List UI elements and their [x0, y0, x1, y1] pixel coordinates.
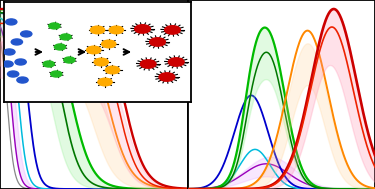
Circle shape: [8, 71, 19, 77]
Circle shape: [11, 39, 22, 45]
Circle shape: [109, 26, 123, 34]
Circle shape: [90, 26, 105, 34]
Circle shape: [2, 61, 13, 67]
Circle shape: [165, 26, 180, 34]
Circle shape: [105, 66, 120, 74]
Circle shape: [98, 78, 112, 86]
Circle shape: [150, 38, 165, 46]
Circle shape: [6, 19, 17, 25]
Circle shape: [64, 57, 75, 63]
Circle shape: [15, 59, 26, 65]
Circle shape: [87, 46, 101, 54]
Circle shape: [94, 58, 108, 66]
Circle shape: [102, 40, 116, 48]
Circle shape: [60, 34, 71, 40]
Circle shape: [21, 31, 32, 37]
Circle shape: [51, 71, 62, 77]
Circle shape: [17, 77, 28, 83]
Circle shape: [159, 73, 175, 81]
Circle shape: [49, 23, 60, 29]
Circle shape: [135, 25, 150, 33]
Circle shape: [168, 58, 184, 66]
Circle shape: [4, 49, 15, 55]
Circle shape: [43, 61, 54, 67]
Circle shape: [140, 60, 156, 68]
Circle shape: [54, 44, 66, 50]
